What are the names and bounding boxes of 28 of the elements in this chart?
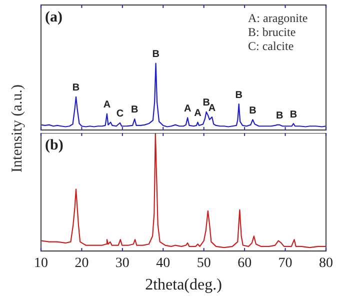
annotation: B <box>235 90 242 101</box>
x-tick-label: 50 <box>196 256 211 272</box>
annotation: C <box>116 108 124 120</box>
annotation: A <box>208 102 216 114</box>
x-axis-title: 2theta(deg.) <box>145 276 222 294</box>
x-tick-label: 80 <box>319 256 333 272</box>
x-tick-label: 30 <box>115 256 130 272</box>
annotation: A <box>194 108 202 119</box>
annotation: B <box>152 49 160 60</box>
annotation: B <box>249 105 256 116</box>
x-tick-label: 60 <box>238 256 252 272</box>
annotation: B <box>290 109 298 120</box>
text: A: aragonite <box>248 11 308 26</box>
x-tick-label: 70 <box>278 256 292 272</box>
annotation: B <box>202 98 210 109</box>
chart-title: (a) <box>45 9 62 26</box>
text: C: calcite <box>248 39 294 54</box>
annotation: B <box>276 110 284 122</box>
annotation: B <box>131 104 138 116</box>
y-axis-title: Intensity (a.u.) <box>10 84 26 174</box>
chart-title: (b) <box>45 137 64 154</box>
annotation: A <box>184 103 192 114</box>
text: B: brucite <box>248 25 296 40</box>
annotation: A <box>103 100 111 111</box>
x-tick-label: 20 <box>74 256 89 272</box>
x-tick-label: 10 <box>34 256 48 272</box>
annotation: B <box>72 82 80 94</box>
x-tick-label: 40 <box>156 256 170 272</box>
